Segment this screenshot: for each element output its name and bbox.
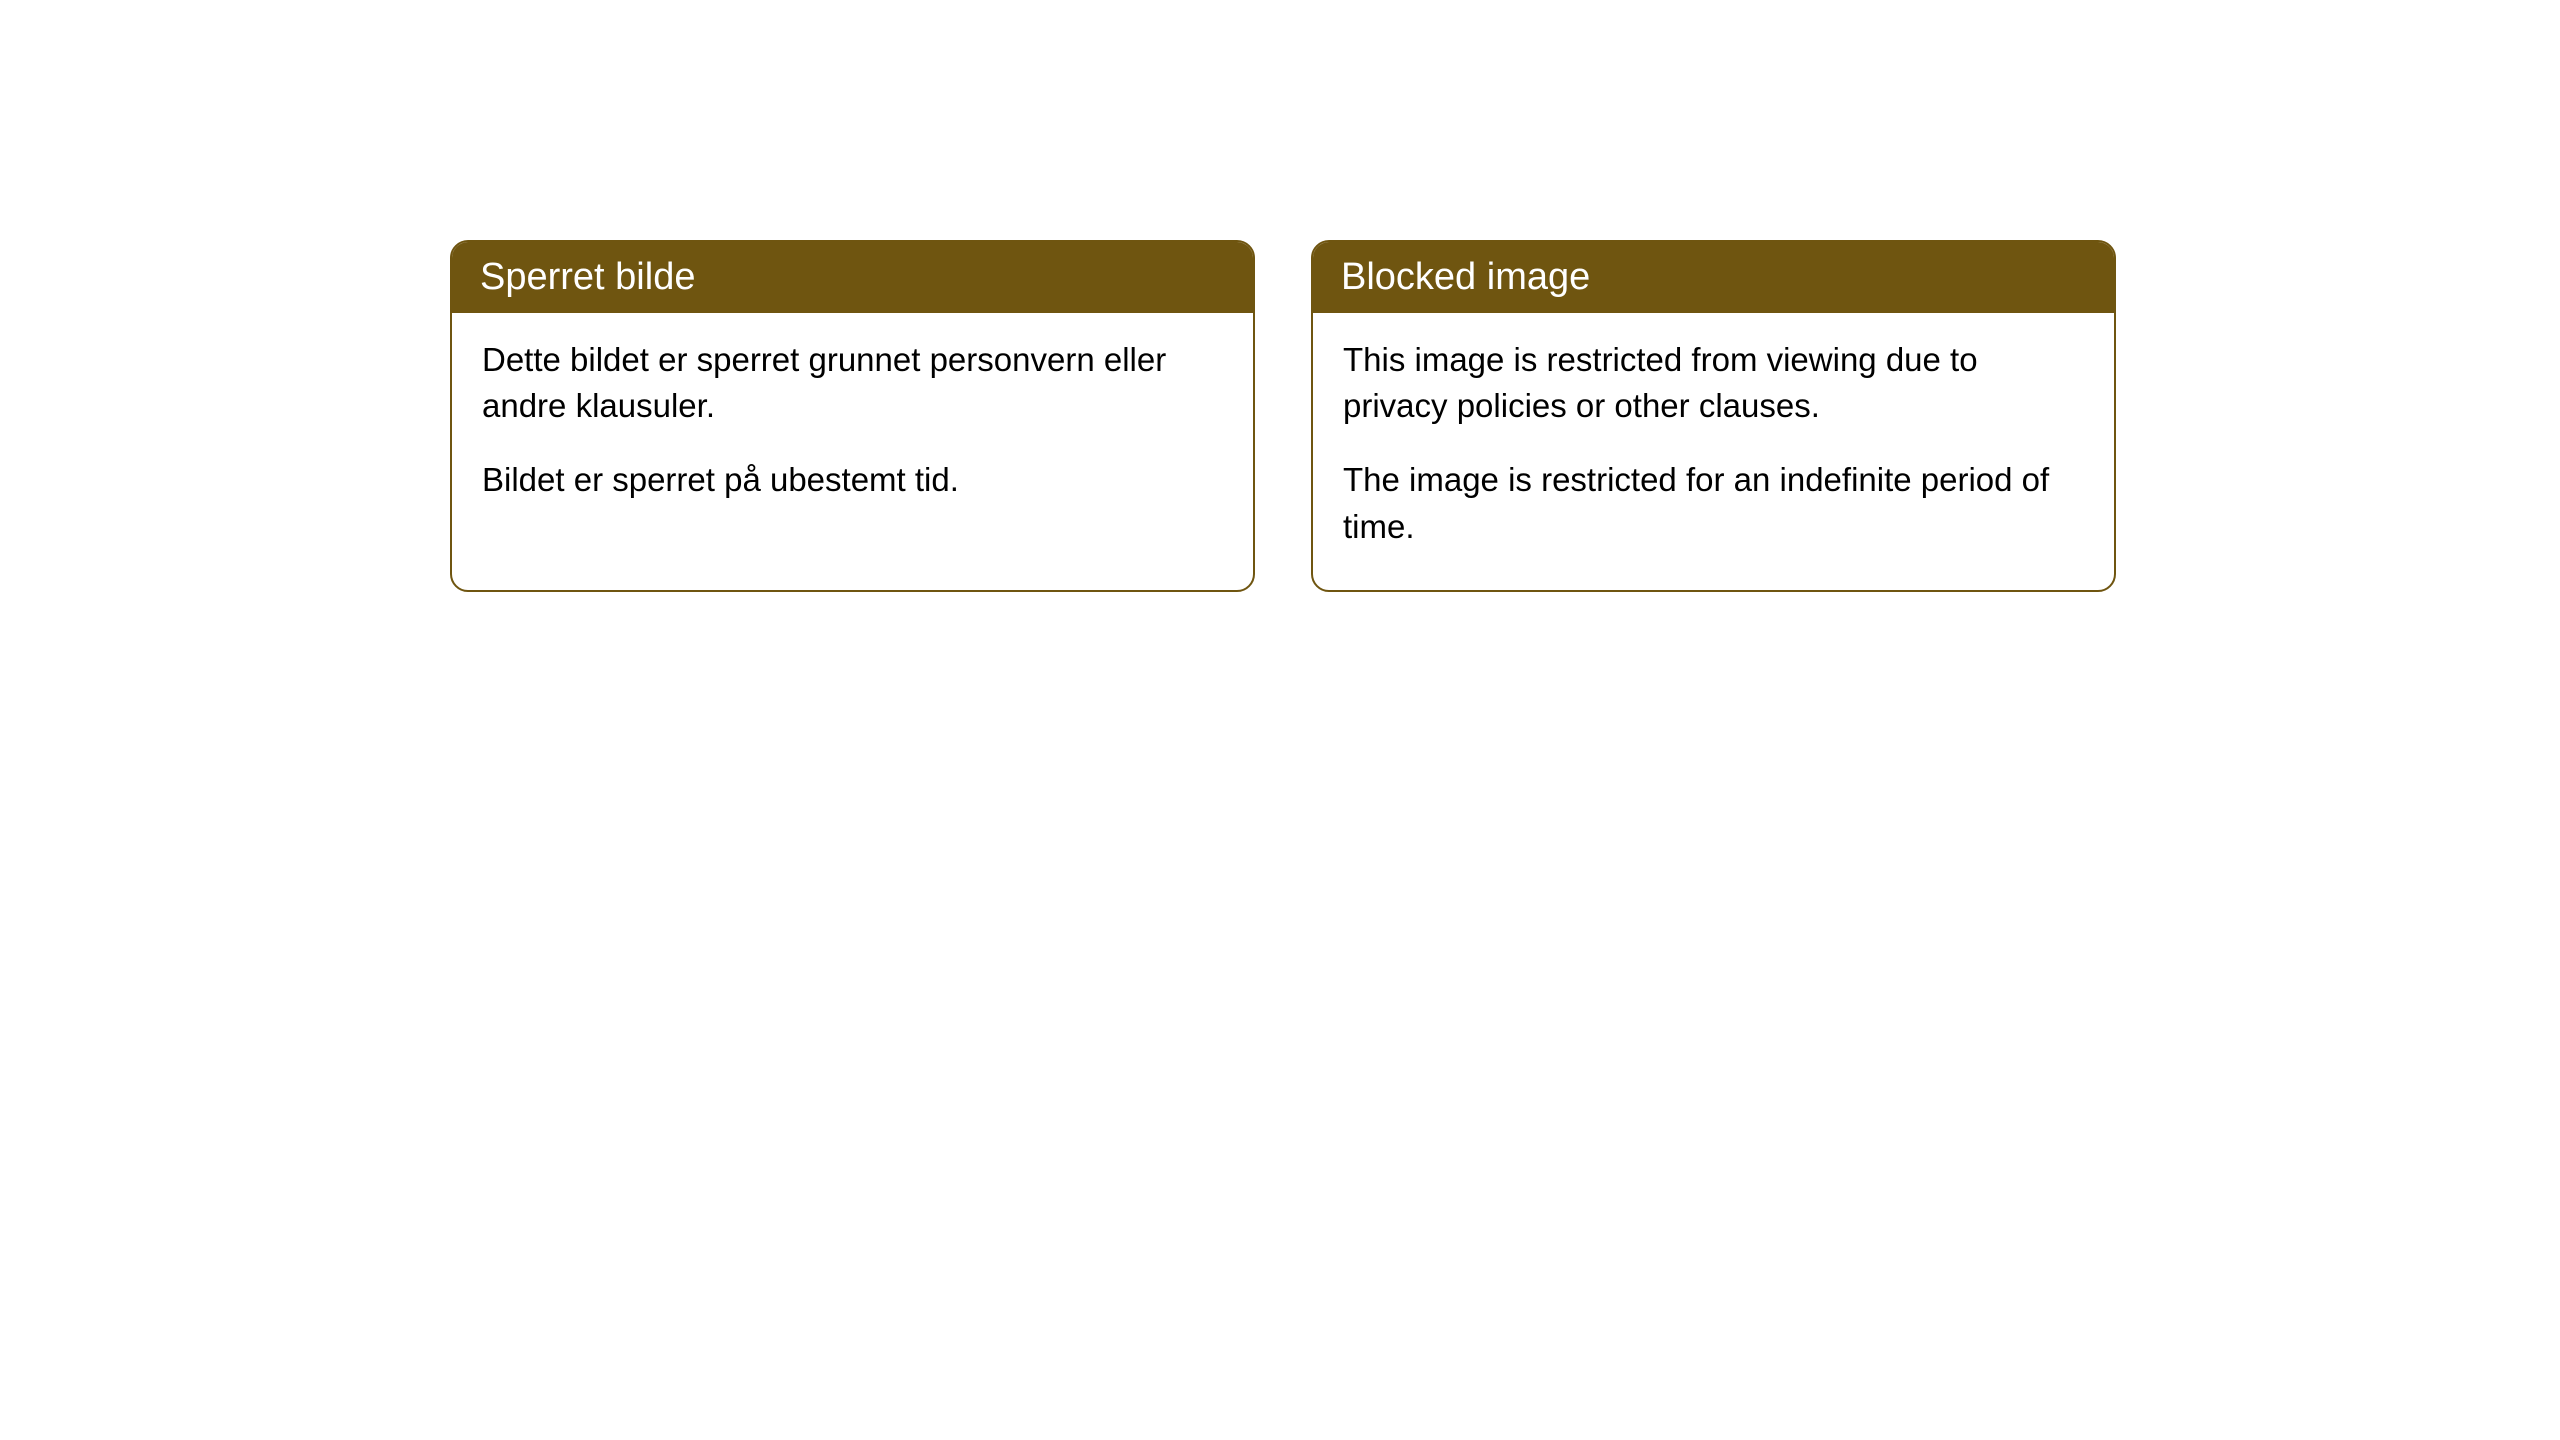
card-body: This image is restricted from viewing du…: [1313, 313, 2114, 590]
notice-card-norwegian: Sperret bilde Dette bildet er sperret gr…: [450, 240, 1255, 592]
card-title: Sperret bilde: [452, 242, 1253, 313]
card-paragraph: This image is restricted from viewing du…: [1343, 337, 2084, 429]
card-paragraph: The image is restricted for an indefinit…: [1343, 457, 2084, 549]
notice-cards-container: Sperret bilde Dette bildet er sperret gr…: [0, 0, 2560, 592]
notice-card-english: Blocked image This image is restricted f…: [1311, 240, 2116, 592]
card-paragraph: Dette bildet er sperret grunnet personve…: [482, 337, 1223, 429]
card-title: Blocked image: [1313, 242, 2114, 313]
card-paragraph: Bildet er sperret på ubestemt tid.: [482, 457, 1223, 503]
card-body: Dette bildet er sperret grunnet personve…: [452, 313, 1253, 544]
